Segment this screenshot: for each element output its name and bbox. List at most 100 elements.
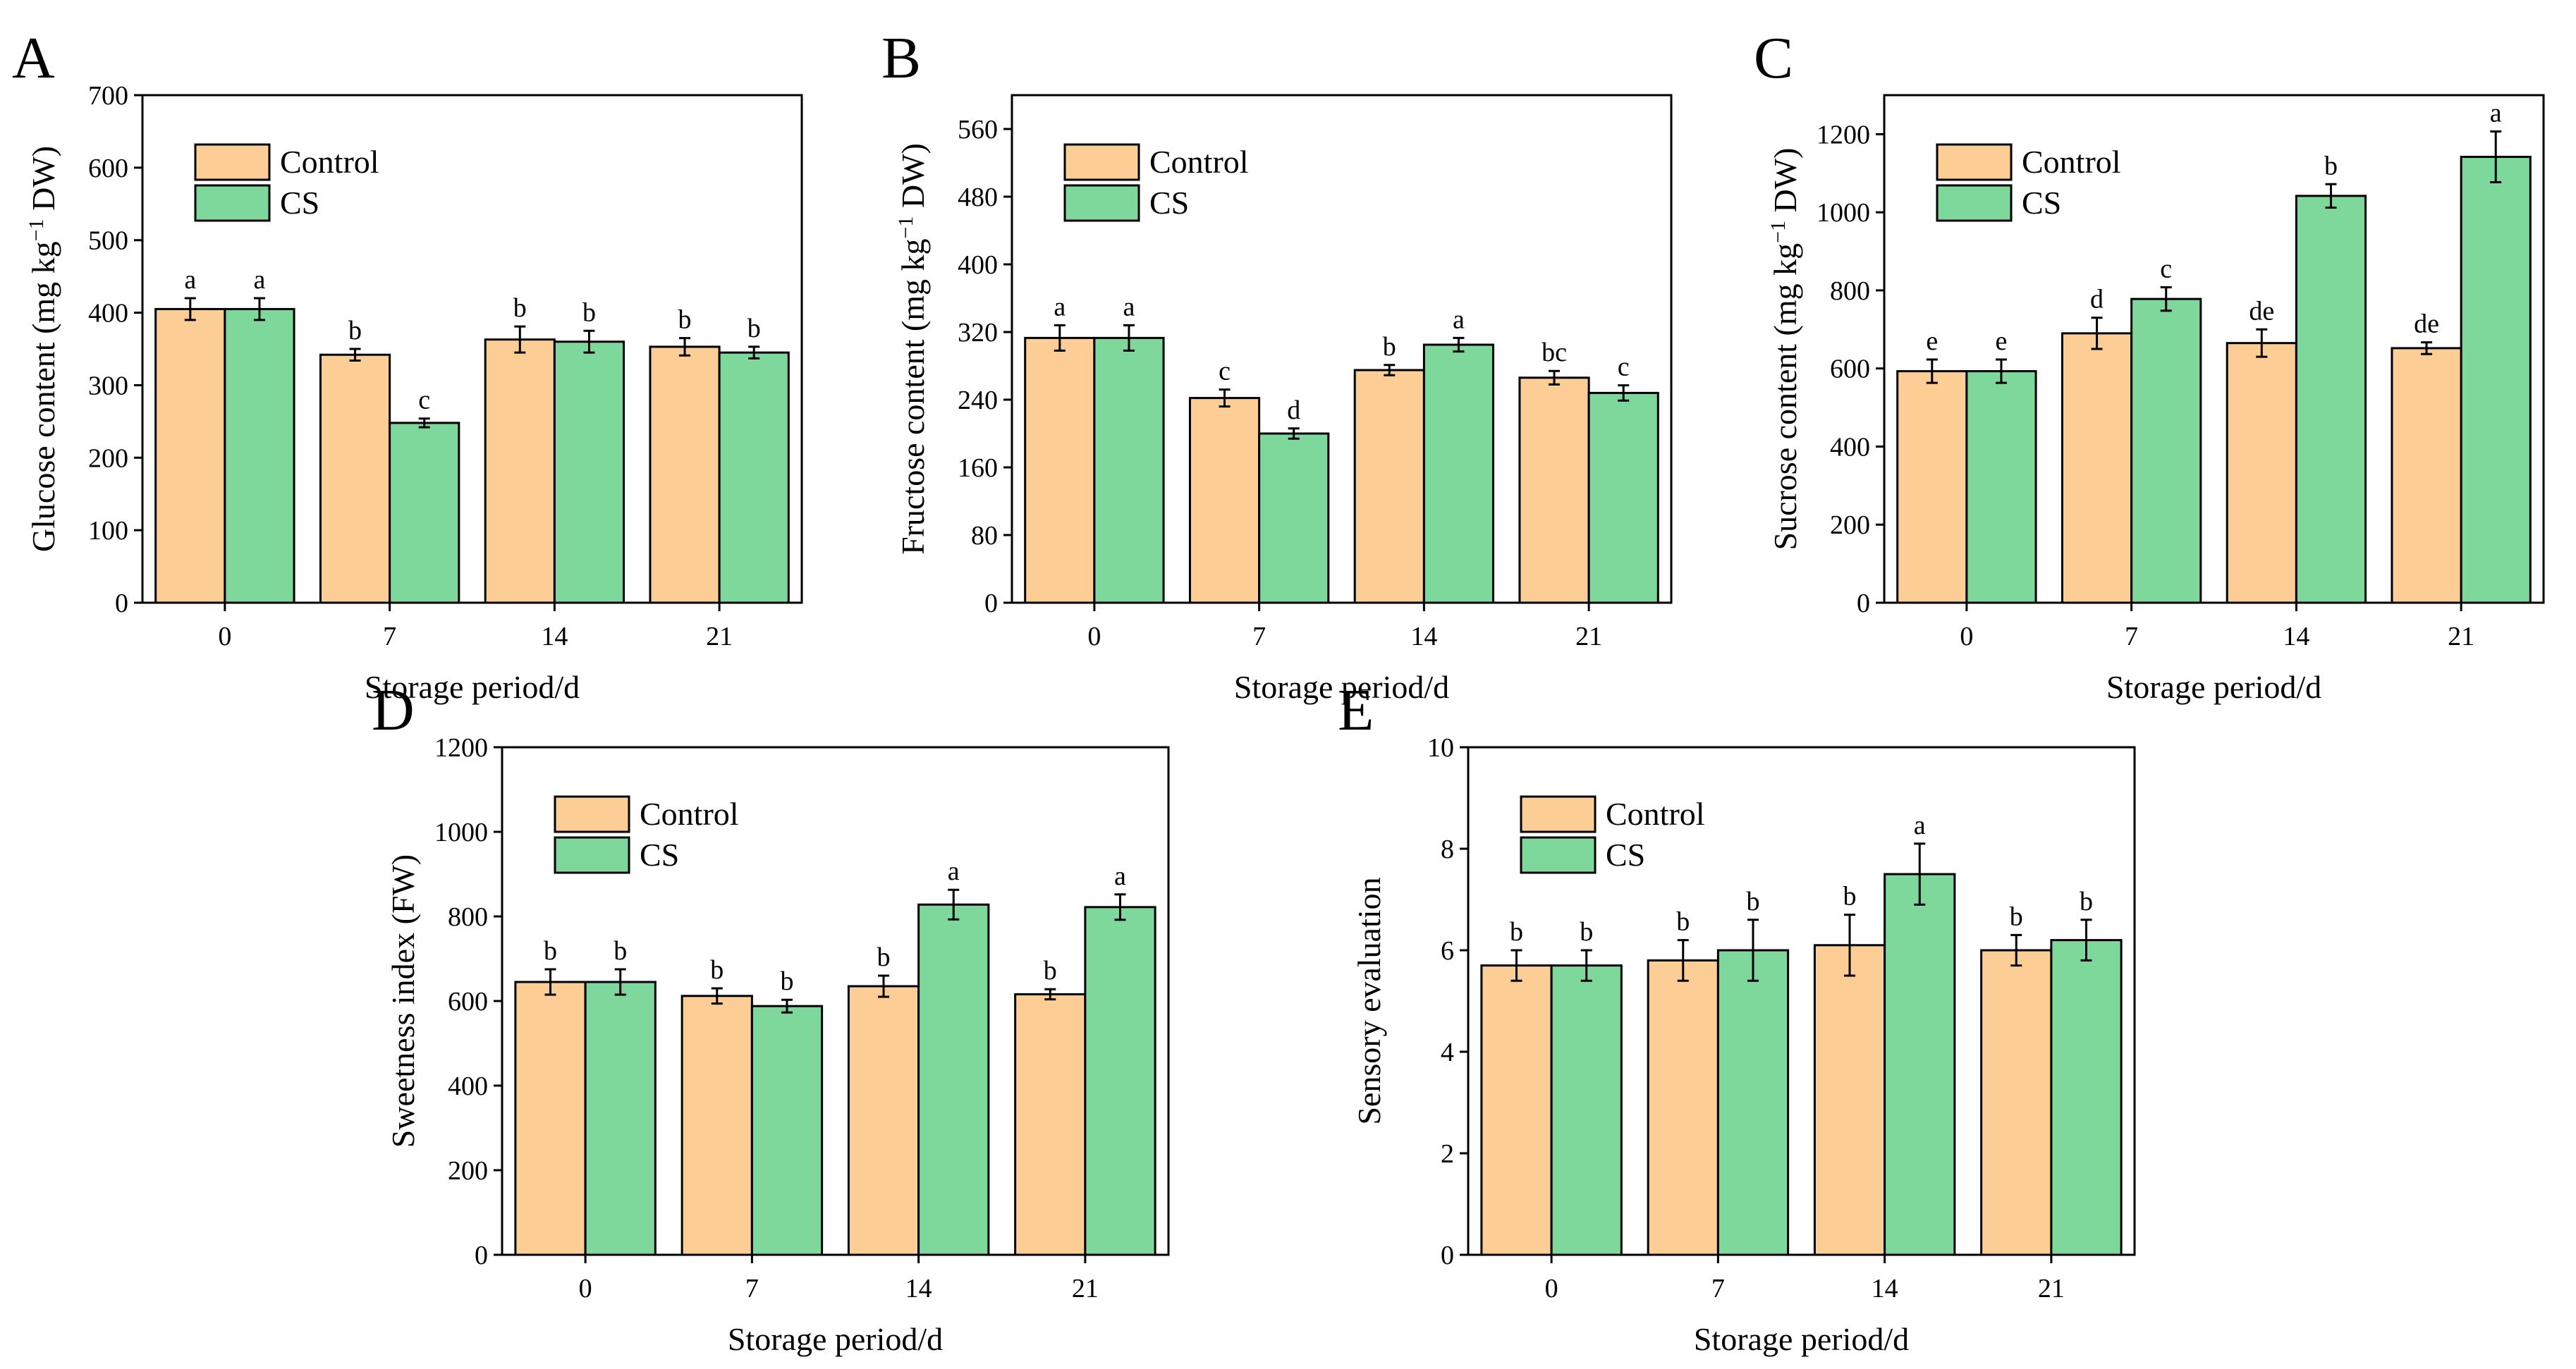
bar-cs [1716, 949, 1790, 1256]
bar-control [484, 338, 556, 604]
bar-control [1896, 370, 1968, 604]
x-tick-label: 14 [2283, 622, 2309, 651]
significance-letter: c [1618, 352, 1630, 382]
bar-cs [2295, 195, 2367, 604]
y-tick-label: 400 [1830, 432, 1870, 462]
x-tick-label: 14 [905, 1274, 932, 1303]
panel-letter: A [12, 25, 55, 91]
legend-swatch-cs [1520, 836, 1597, 874]
legend-label-cs: CS [640, 837, 679, 873]
y-tick-label: 200 [88, 443, 128, 473]
significance-letter: a [254, 265, 266, 295]
y-tick-label: 560 [958, 115, 998, 145]
significance-letter: a [184, 265, 196, 295]
legend-swatch-control [1063, 143, 1140, 181]
x-tick-label: 14 [1872, 1274, 1898, 1303]
legend-swatch-control [554, 795, 630, 833]
bar-cs [2130, 297, 2202, 604]
y-tick-label: 240 [958, 386, 998, 415]
panel-e: E 0 2 4 6 8 10 0 7 14 21 b b b b b b a b Control CS Storage p… [1338, 677, 2136, 1357]
significance-letter: b [513, 293, 527, 323]
y-tick-label: 0 [475, 1241, 488, 1270]
x-tick-label: 7 [2125, 622, 2138, 651]
y-axis-title-superscript: −1 [894, 216, 917, 239]
bar-cs [389, 422, 460, 604]
x-tick-label: 21 [1072, 1274, 1099, 1303]
y-tick-label: 4 [1441, 1038, 1454, 1067]
significance-letter: b [582, 297, 596, 327]
y-tick-label: 0 [115, 589, 128, 618]
y-tick-label: 1000 [434, 818, 488, 847]
y-tick-label: 80 [971, 521, 998, 551]
y-tick-label: 400 [448, 1072, 488, 1101]
panel-letter: D [372, 677, 415, 743]
bar-control [2061, 332, 2133, 604]
significance-letter: b [1044, 956, 1057, 986]
x-axis-title: Storage period/d [728, 1321, 943, 1357]
y-tick-label: 0 [1441, 1241, 1454, 1270]
bar-control [1647, 959, 1719, 1256]
bar-cs [1093, 336, 1165, 604]
x-tick-label: 7 [1252, 622, 1266, 651]
y-tick-label: 600 [448, 987, 488, 1017]
bar-control [1014, 993, 1087, 1256]
y-tick-label: 400 [88, 299, 128, 329]
panel-b: B 0 80 160 240 320 400 480 560 0 7 14 21 a c b bc a d a c Con… [881, 25, 1673, 705]
legend-label-control: Control [280, 144, 379, 180]
bar-control [514, 981, 587, 1256]
y-tick-label: 700 [88, 81, 128, 111]
plot-frame [1883, 94, 2545, 604]
legend-label-cs: CS [280, 185, 319, 221]
bar-cs [1422, 343, 1495, 604]
y-tick-label: 600 [88, 154, 128, 183]
legend-label-control: Control [1606, 796, 1705, 832]
legend-swatch-cs [194, 184, 271, 222]
bar-control [319, 353, 391, 604]
y-axis-title: Sensory evaluation [1351, 877, 1387, 1124]
bar-cs [917, 903, 990, 1256]
plot-frame [501, 746, 1170, 1256]
bar-control [847, 985, 920, 1256]
x-tick-label: 0 [1087, 622, 1101, 651]
bar-cs [750, 1005, 824, 1256]
panel-letter: C [1754, 25, 1793, 91]
x-tick-label: 21 [2448, 622, 2474, 651]
bar-cs [1084, 906, 1156, 1256]
bar-cs [1884, 873, 1956, 1256]
legend-swatch-cs [1063, 184, 1140, 222]
bar-cs [1550, 964, 1623, 1256]
x-tick-label: 14 [1410, 622, 1437, 651]
y-tick-label: 8 [1441, 835, 1454, 864]
y-axis-title: Glucose content (mg kg−1 DW) [25, 146, 62, 552]
bar-cs [1965, 370, 2037, 604]
y-tick-label: 0 [984, 589, 998, 618]
bar-cs [2460, 156, 2532, 604]
bar-control [1480, 964, 1553, 1256]
significance-letter: de [2249, 296, 2274, 326]
significance-letter: d [1287, 395, 1300, 425]
x-tick-label: 14 [541, 622, 568, 651]
legend-label-control: Control [640, 796, 739, 832]
x-tick-label: 21 [2038, 1274, 2065, 1303]
legend-swatch-cs [1936, 184, 2013, 222]
significance-letter: b [1383, 332, 1396, 362]
y-axis-title-unit: DW) [25, 146, 61, 219]
y-tick-label: 300 [88, 371, 128, 400]
significance-letter: b [1843, 882, 1857, 911]
significance-letter: a [948, 857, 960, 886]
y-axis-title: Sucrose content (mg kg−1 DW) [1766, 147, 1804, 550]
y-tick-label: 1200 [434, 733, 488, 763]
y-tick-label: 800 [1830, 276, 1870, 306]
significance-letter: c [418, 386, 430, 415]
bar-control [2226, 342, 2297, 604]
y-tick-label: 600 [1830, 355, 1870, 384]
x-tick-label: 0 [218, 622, 231, 651]
bar-control [154, 307, 226, 604]
significance-letter: b [544, 936, 557, 966]
significance-letter: b [2080, 887, 2093, 916]
bar-control [1024, 336, 1096, 604]
y-tick-label: 160 [958, 453, 998, 483]
significance-letter: b [614, 936, 627, 966]
significance-letter: b [1510, 917, 1523, 947]
x-axis-title: Storage period/d [1234, 669, 1449, 705]
